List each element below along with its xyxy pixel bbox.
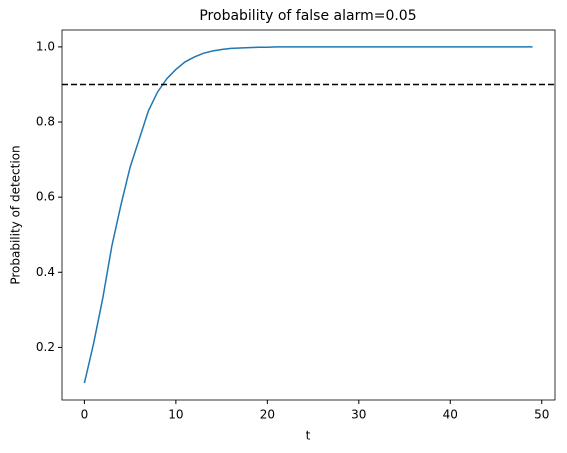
- x-tick-label: 50: [534, 408, 549, 422]
- x-tick-label: 40: [443, 408, 458, 422]
- x-axis-label: t: [306, 429, 311, 443]
- x-tick-label: 30: [351, 408, 366, 422]
- plot-frame: [61, 29, 556, 401]
- x-tick-label: 10: [168, 408, 183, 422]
- y-axis-label: Probability of detection: [9, 145, 23, 284]
- y-tick-label: 1.0: [36, 39, 55, 53]
- y-tick-label: 0.4: [36, 265, 55, 279]
- y-tick-label: 0.6: [36, 190, 55, 204]
- y-tick-label: 0.2: [36, 340, 55, 354]
- x-tick-label: 20: [260, 408, 275, 422]
- x-tick-label: 0: [81, 408, 89, 422]
- data-line: [83, 46, 533, 384]
- y-tick-label: 0.8: [36, 115, 55, 129]
- chart-title: Probability of false alarm=0.05: [199, 8, 416, 24]
